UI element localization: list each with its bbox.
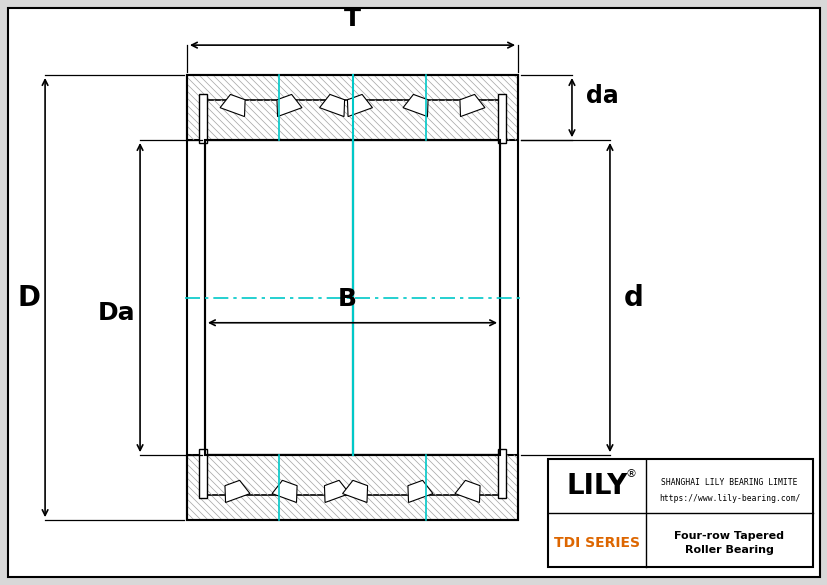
Polygon shape [324,480,349,503]
Bar [187,75,518,520]
Polygon shape [455,480,480,503]
Text: B: B [337,287,356,311]
Bar [547,459,812,567]
Text: Four-row Tapered
Roller Bearing: Four-row Tapered Roller Bearing [674,531,783,555]
Bar [187,455,518,520]
Polygon shape [403,94,428,116]
Polygon shape [408,480,433,503]
Text: https://www.lily-bearing.com/: https://www.lily-bearing.com/ [658,494,799,504]
Text: SHANGHAI LILY BEARING LIMITE: SHANGHAI LILY BEARING LIMITE [661,479,796,487]
Polygon shape [319,94,344,116]
Polygon shape [459,94,485,116]
Text: LILY: LILY [566,472,627,500]
Polygon shape [342,480,367,503]
Text: ®: ® [624,469,635,479]
Polygon shape [276,94,302,116]
Polygon shape [220,94,245,116]
Bar [497,94,505,143]
Polygon shape [272,480,297,503]
Text: da: da [586,84,618,108]
Bar [198,94,207,143]
Polygon shape [225,480,250,503]
Text: D: D [17,284,41,312]
Text: Da: Da [97,301,135,325]
Bar [205,100,500,140]
Polygon shape [347,94,372,116]
Text: TDI SERIES: TDI SERIES [553,536,639,550]
Text: d: d [624,284,643,312]
Bar [205,140,500,455]
Bar [205,140,500,455]
Bar [187,75,518,140]
Bar [198,449,207,498]
Bar [205,455,500,495]
Text: T: T [343,7,361,31]
Bar [497,449,505,498]
